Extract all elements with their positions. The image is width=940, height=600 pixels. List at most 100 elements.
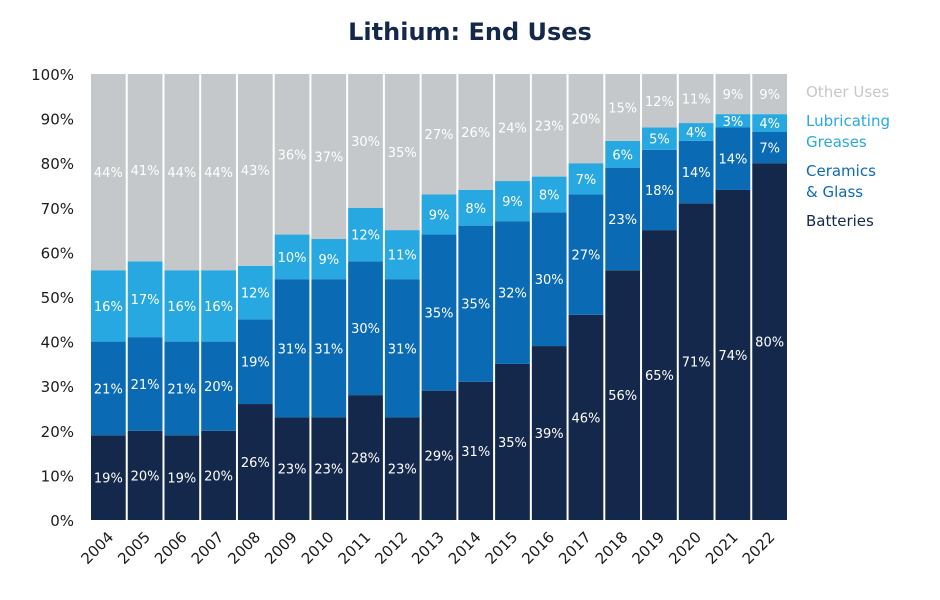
bar-segment [715, 127, 751, 190]
chart-legend: Other Uses Lubricating Greases Ceramics & Gl… [806, 82, 936, 240]
bar-segment [384, 417, 420, 520]
bar-segment [384, 74, 420, 231]
bar-segment [164, 270, 200, 342]
bar-segment [237, 319, 273, 405]
bar-segment [421, 194, 457, 235]
data-label: 9% [318, 253, 339, 268]
bar-segment [752, 74, 787, 115]
x-tick-label: 2014 [445, 528, 485, 568]
x-tick-label: 2008 [224, 528, 264, 568]
legend-label: Batteries [806, 212, 874, 230]
data-label: 37% [314, 151, 343, 166]
x-tick-label: 2004 [77, 528, 117, 568]
bar-segment [458, 189, 494, 226]
bar-segment [752, 114, 787, 132]
data-label: 23% [314, 463, 343, 478]
y-tick-label: 80% [41, 155, 74, 173]
data-label: 7% [576, 173, 597, 188]
bar-segment [642, 230, 677, 520]
data-label: 9% [723, 88, 744, 103]
bar-segment [715, 114, 751, 128]
bar-segment [752, 131, 787, 164]
y-tick-label: 0% [50, 512, 74, 530]
data-label: 11% [388, 249, 417, 264]
x-tick-label: 2010 [298, 528, 338, 568]
x-tick-label: 2011 [335, 528, 375, 568]
bar-segment [678, 123, 714, 141]
data-label: 36% [278, 148, 307, 163]
data-label: 19% [167, 472, 196, 487]
y-tick-label: 100% [31, 66, 74, 84]
data-label: 35% [498, 436, 527, 451]
bar-segment [237, 265, 273, 320]
data-label: 21% [167, 382, 196, 397]
bar-segment [311, 239, 347, 280]
bar-segment [311, 74, 347, 240]
data-label: 21% [94, 382, 123, 397]
data-label: 27% [425, 128, 454, 143]
data-label: 39% [535, 427, 564, 442]
bar-segment [495, 74, 530, 182]
data-label: 14% [718, 153, 747, 168]
bar-segment [421, 390, 457, 520]
data-label: 12% [241, 287, 270, 302]
x-tick-label: 2006 [151, 528, 191, 568]
y-tick-label: 90% [41, 111, 74, 129]
y-tick-label: 70% [41, 200, 74, 218]
data-label: 35% [388, 146, 417, 161]
data-label: 4% [686, 126, 707, 141]
bar-segment [752, 163, 787, 520]
data-label: 30% [535, 273, 564, 288]
data-label: 8% [465, 202, 486, 217]
data-label: 19% [241, 356, 270, 371]
data-label: 11% [682, 93, 711, 108]
data-label: 16% [204, 300, 233, 315]
bar-segment [127, 74, 163, 262]
bar-segment [715, 74, 751, 115]
bar-segment [568, 314, 604, 520]
bar-segment [274, 417, 310, 520]
legend-item: Ceramics & Glass [806, 161, 936, 203]
x-tick-label: 2015 [482, 528, 522, 568]
bar-segment [458, 381, 494, 520]
y-tick-label: 50% [41, 289, 74, 307]
data-label: 15% [608, 101, 637, 116]
data-label: 26% [461, 126, 490, 141]
bar-segment [531, 74, 567, 177]
bar-segment [237, 74, 273, 266]
data-label: 31% [461, 445, 490, 460]
data-label: 44% [94, 166, 123, 181]
bar-segment [201, 270, 236, 342]
x-tick-label: 2013 [408, 528, 448, 568]
legend-label: & Glass [806, 183, 864, 201]
bar-segment [678, 140, 714, 204]
legend-label: Lubricating [806, 112, 890, 130]
data-label: 20% [204, 380, 233, 395]
data-label: 19% [94, 472, 123, 487]
bar-segment [678, 203, 714, 520]
x-tick-label: 2020 [665, 528, 705, 568]
data-label: 20% [204, 469, 233, 484]
bar-segment [605, 74, 641, 141]
bar-segment [201, 430, 236, 520]
data-label: 46% [571, 411, 600, 426]
bar-segment [384, 279, 420, 418]
data-label: 20% [131, 469, 160, 484]
bar-segment [311, 279, 347, 418]
data-label: 3% [723, 115, 744, 130]
legend-item: Batteries [806, 211, 936, 232]
data-label: 4% [759, 117, 780, 132]
data-label: 9% [759, 88, 780, 103]
bar-segment [495, 181, 530, 222]
data-label: 26% [241, 456, 270, 471]
bar-segment [568, 194, 604, 315]
data-label: 16% [167, 300, 196, 315]
bar-segment [421, 234, 457, 391]
x-tick-label: 2017 [555, 528, 595, 568]
bar-segment [164, 341, 200, 436]
data-label: 10% [278, 251, 307, 266]
data-label: 31% [278, 342, 307, 357]
bar-segment [164, 435, 200, 520]
data-label: 31% [314, 342, 343, 357]
